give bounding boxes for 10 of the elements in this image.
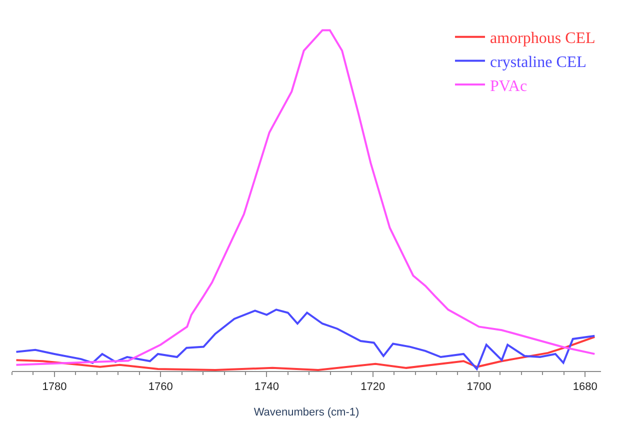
x-tick-label: 1740: [254, 381, 279, 394]
x-tick-label: 1680: [572, 381, 598, 394]
legend-label: PVAc: [490, 78, 528, 95]
x-tick-label: 1780: [42, 381, 67, 394]
x-tick-label: 1720: [360, 381, 386, 394]
legend-label: crystaline CEL: [490, 54, 586, 71]
x-tick-label: 1700: [466, 381, 492, 394]
x-tick-label: 1760: [148, 381, 173, 394]
x-axis-title: Wavenumbers (cm-1): [254, 406, 360, 418]
legend-label: amorphous CEL: [490, 30, 596, 48]
